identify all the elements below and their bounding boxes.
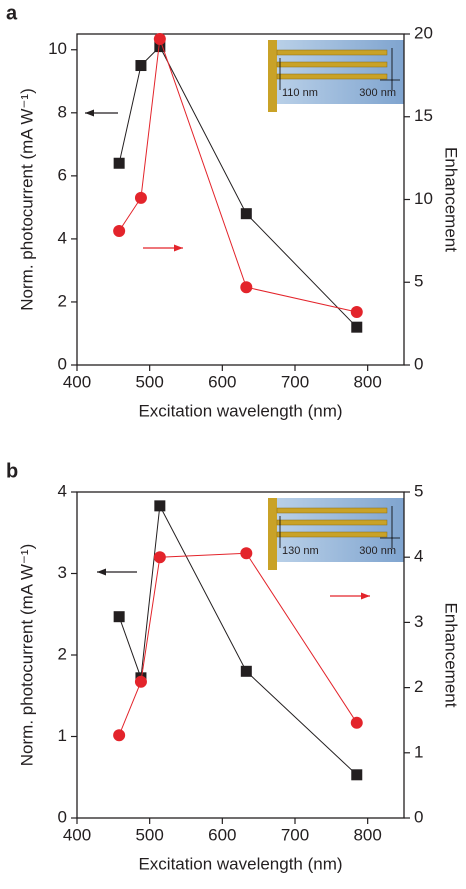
- x-tick-label: 500: [135, 825, 163, 844]
- legend-arrow-head: [174, 244, 183, 252]
- x-tick-label: 400: [63, 825, 91, 844]
- marker: [350, 306, 363, 319]
- y-tick-label: 4: [58, 228, 67, 247]
- y2-tick-label: 0: [414, 807, 423, 826]
- y2-axis-label: Enhancement: [442, 147, 461, 252]
- y2-tick-label: 4: [414, 547, 423, 566]
- inset-label: 130 nm: [282, 545, 319, 557]
- marker: [351, 769, 363, 781]
- y2-tick-label: 10: [414, 189, 433, 208]
- x-tick-label: 400: [63, 372, 91, 391]
- marker: [134, 191, 147, 204]
- x-axis-label: Excitation wavelength (nm): [138, 854, 342, 873]
- x-tick-label: 800: [353, 825, 381, 844]
- marker: [113, 157, 125, 169]
- inset-layer: [276, 61, 388, 68]
- inset-label: 300 nm: [359, 87, 396, 99]
- legend-arrow-head: [97, 568, 106, 576]
- x-tick-label: 500: [135, 372, 163, 391]
- inset-label: 110 nm: [282, 87, 318, 99]
- marker: [134, 675, 147, 688]
- series-line: [118, 552, 358, 736]
- panel-label: b: [6, 460, 18, 482]
- inset-electrode: [268, 40, 277, 112]
- marker: [135, 60, 147, 72]
- inset-layer: [276, 531, 388, 538]
- marker: [240, 208, 252, 220]
- legend-arrow-head: [361, 592, 370, 600]
- y2-tick-label: 0: [414, 354, 423, 373]
- y-axis-label: Norm. photocurrent (mA W⁻¹): [17, 88, 36, 310]
- inset-label: 300 nm: [359, 545, 396, 557]
- marker: [113, 611, 125, 623]
- y-tick-label: 0: [58, 807, 67, 826]
- y-tick-label: 2: [58, 644, 67, 663]
- legend-arrow-head: [85, 109, 94, 117]
- x-axis-label: Excitation wavelength (nm): [138, 401, 342, 420]
- y2-tick-label: 2: [414, 677, 423, 696]
- y2-tick-label: 1: [414, 742, 423, 761]
- marker: [113, 729, 126, 742]
- marker: [113, 224, 126, 237]
- inset-layer: [276, 73, 388, 80]
- y-tick-label: 4: [58, 481, 67, 500]
- x-tick-label: 700: [281, 825, 309, 844]
- marker: [240, 547, 253, 560]
- y-tick-label: 1: [58, 726, 67, 745]
- y-tick-label: 2: [58, 291, 67, 310]
- marker: [240, 281, 253, 294]
- panel-label: a: [6, 2, 18, 24]
- y2-tick-label: 5: [414, 272, 423, 291]
- y2-axis-label: Enhancement: [442, 603, 461, 708]
- y-axis-label: Norm. photocurrent (mA W⁻¹): [17, 544, 36, 766]
- marker: [154, 41, 166, 53]
- y-tick-label: 3: [58, 563, 67, 582]
- inset-layer: [276, 507, 388, 514]
- x-tick-label: 600: [208, 372, 236, 391]
- y2-tick-label: 5: [414, 481, 423, 500]
- inset-layer: [276, 519, 388, 526]
- marker: [351, 321, 363, 333]
- y-tick-label: 0: [58, 354, 67, 373]
- y2-tick-label: 3: [414, 612, 423, 631]
- marker: [350, 716, 363, 729]
- marker: [153, 32, 166, 45]
- x-tick-label: 600: [208, 825, 236, 844]
- y2-tick-label: 15: [414, 106, 433, 125]
- y-tick-label: 10: [48, 39, 67, 58]
- y2-tick-label: 20: [414, 23, 433, 42]
- x-tick-label: 800: [353, 372, 381, 391]
- marker: [240, 665, 252, 677]
- marker: [153, 551, 166, 564]
- y-tick-label: 6: [58, 165, 67, 184]
- x-tick-label: 700: [281, 372, 309, 391]
- y-tick-label: 8: [58, 102, 67, 121]
- inset-layer: [276, 49, 388, 56]
- marker: [154, 500, 166, 512]
- inset-electrode: [268, 498, 277, 570]
